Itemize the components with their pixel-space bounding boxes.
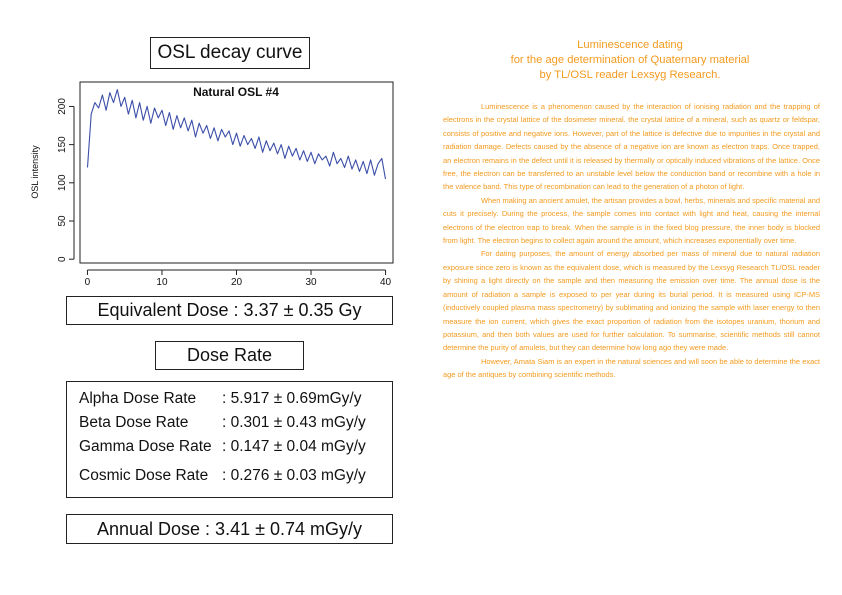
article-paragraph: When making an ancient amulet, the artis…	[443, 195, 820, 246]
y-tick-label: 50	[57, 215, 68, 227]
article-body: Luminescence is a phenomenon caused by t…	[443, 100, 820, 382]
chart-series	[86, 89, 387, 180]
article-paragraph: For dating purposes, the amount of energ…	[443, 249, 820, 353]
x-axis: 0 10 20 30 40	[85, 269, 392, 288]
article-title-line: for the age determination of Quaternary …	[510, 54, 750, 66]
chart-heading-box: OSL decay curve	[150, 37, 310, 69]
y-tick-label: 0	[57, 256, 68, 262]
y-tick-label: 150	[57, 136, 68, 153]
dose-rate-row: Alpha Dose Rate : 5.917 ± 0.69mGy/y	[79, 390, 361, 408]
dose-rate-row: Gamma Dose Rate : 0.147 ± 0.04 mGy/y	[79, 438, 366, 456]
dose-rate-value: : 5.917 ± 0.69mGy/y	[222, 390, 362, 407]
dose-rate-value: : 0.301 ± 0.43 mGy/y	[222, 414, 366, 431]
dose-rate-label: Gamma Dose Rate	[79, 438, 212, 455]
dose-rate-heading: Dose Rate	[186, 345, 273, 365]
equivalent-dose-box: Equivalent Dose : 3.37 ± 0.35 Gy	[66, 296, 393, 325]
series-line	[86, 89, 387, 180]
y-tick-label: 100	[57, 174, 68, 191]
x-tick-label: 20	[231, 277, 243, 288]
chart-title: Natural OSL #4	[193, 85, 279, 99]
x-tick-label: 30	[305, 277, 317, 288]
x-tick-label: 10	[156, 277, 168, 288]
chart-plot-frame	[79, 81, 394, 264]
article-title-line: Luminescence dating	[577, 39, 683, 51]
chart-heading: OSL decay curve	[157, 42, 303, 63]
dose-rate-heading-box: Dose Rate	[155, 341, 304, 370]
article-paragraph: However, Amata Siam is an expert in the …	[443, 356, 820, 380]
y-axis-label: OSL intensity	[30, 145, 40, 199]
article-title: Luminescence dating for the age determin…	[470, 38, 790, 83]
x-tick-label: 40	[380, 277, 392, 288]
y-axis: 0 50 100 150 200	[57, 98, 75, 262]
dose-rate-row: Beta Dose Rate : 0.301 ± 0.43 mGy/y	[79, 414, 366, 432]
dose-rate-label: Beta Dose Rate	[79, 414, 189, 431]
y-tick-label: 200	[57, 98, 68, 115]
article-title-line: by TL/OSL reader Lexsyg Research.	[539, 69, 721, 81]
annual-dose-value: Annual Dose : 3.41 ± 0.74 mGy/y	[96, 518, 363, 539]
dose-rate-value: : 0.147 ± 0.04 mGy/y	[222, 438, 366, 455]
dose-rate-value: : 0.276 ± 0.03 mGy/y	[222, 467, 366, 484]
article-paragraph: Luminescence is a phenomenon caused by t…	[443, 102, 820, 192]
dose-rate-label: Alpha Dose Rate	[79, 390, 197, 407]
x-tick-label: 0	[85, 277, 91, 288]
dose-rate-row: Cosmic Dose Rate : 0.276 ± 0.03 mGy/y	[79, 467, 366, 485]
annual-dose-box: Annual Dose : 3.41 ± 0.74 mGy/y	[66, 514, 393, 544]
dose-rate-label: Cosmic Dose Rate	[79, 467, 209, 484]
equivalent-dose-value: Equivalent Dose : 3.37 ± 0.35 Gy	[97, 300, 362, 320]
dose-rate-table: Alpha Dose Rate : 5.917 ± 0.69mGy/y Beta …	[66, 381, 393, 498]
